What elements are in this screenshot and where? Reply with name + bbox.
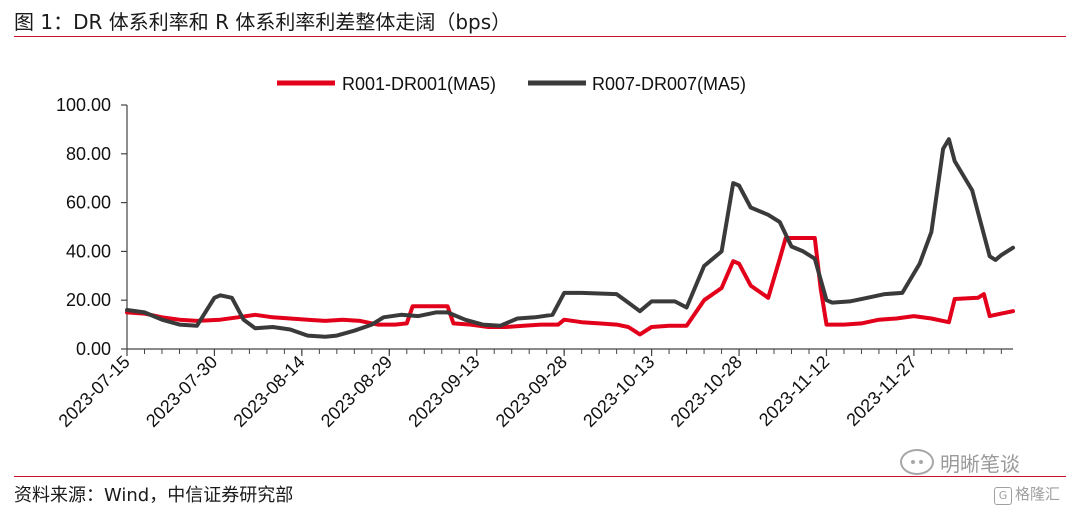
bottom-rule xyxy=(14,476,1066,477)
legend-label-2: R007-DR007(MA5) xyxy=(592,74,746,94)
x-tick-label: 2023-09-13 xyxy=(404,352,483,431)
source-note: 资料来源：Wind，中信证券研究部 xyxy=(14,485,294,506)
top-rule xyxy=(14,36,1066,37)
series-line-2 xyxy=(125,137,1015,339)
x-tick-label: 2023-08-14 xyxy=(229,352,308,431)
y-tick-label: 20.00 xyxy=(66,290,111,310)
x-tick-label: 2023-10-28 xyxy=(667,352,746,431)
y-tick-label: 40.00 xyxy=(66,241,111,261)
chart-series-layer xyxy=(125,137,1015,339)
y-tick-label: 60.00 xyxy=(66,193,111,213)
figure-title: 图 1：DR 体系利率和 R 体系利率利差整体走阔（bps） xyxy=(14,10,512,34)
watermark-brand: 明晰笔谈 xyxy=(900,448,1020,477)
x-tick-label: 2023-11-12 xyxy=(755,352,833,430)
y-tick-label: 0.00 xyxy=(76,339,111,359)
watermark-brand-text: 明晰笔谈 xyxy=(940,452,1020,476)
y-tick-label: 80.00 xyxy=(66,144,111,164)
legend-label-1: R001-DR001(MA5) xyxy=(342,74,496,94)
y-tick-label: 100.00 xyxy=(56,95,111,115)
x-tick-label: 2023-11-27 xyxy=(842,352,920,430)
watermark-site-text: 格隆汇 xyxy=(1015,485,1061,503)
chart-legend: R001-DR001(MA5) R007-DR007(MA5) xyxy=(277,74,746,94)
wechat-icon xyxy=(900,449,934,475)
watermark-site: G 格隆汇 xyxy=(994,483,1060,505)
x-tick-label: 2023-10-13 xyxy=(579,352,658,431)
x-tick-label: 2023-09-28 xyxy=(492,352,571,431)
x-tick-label: 2023-07-30 xyxy=(142,352,221,431)
x-tick-label: 2023-08-29 xyxy=(317,352,396,431)
site-logo-icon: G xyxy=(994,487,1012,505)
x-tick-label: 2023-07-15 xyxy=(55,352,134,431)
chart-axes: 0.00 20.00 40.00 60.00 80.00 100.00 2023-07-15… xyxy=(55,95,1013,431)
series-line-1 xyxy=(125,236,1015,337)
